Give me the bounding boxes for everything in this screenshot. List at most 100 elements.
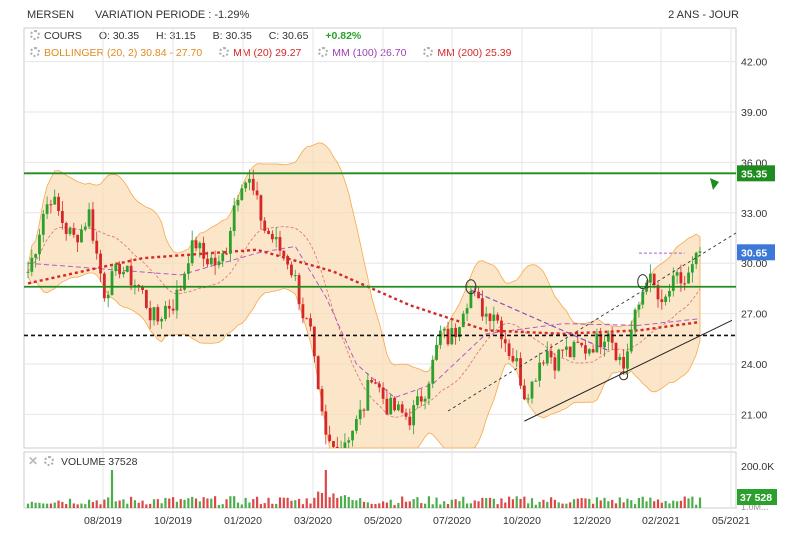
gear-icon[interactable] (318, 47, 329, 57)
candle-body (694, 252, 698, 265)
volume-axis-label: 1.0M... (741, 502, 769, 512)
volume-bar (259, 504, 263, 508)
candle-body (584, 345, 587, 354)
candle-body (83, 226, 87, 230)
volume-bar (672, 500, 675, 508)
volume-bar (427, 496, 431, 508)
volume-bar (320, 492, 324, 508)
volume-bar (49, 503, 53, 508)
y-tick-label: 42.00 (741, 57, 767, 69)
volume-bar (339, 496, 343, 508)
gear-icon[interactable] (44, 456, 55, 466)
volume-bar (664, 500, 667, 508)
candle-body (671, 275, 675, 291)
volume-bar (171, 497, 175, 508)
volume-bar (645, 501, 648, 508)
candle-body (236, 200, 240, 206)
y-tick-label: 30.00 (741, 258, 767, 270)
volume-bar (576, 498, 579, 508)
volume-bar (286, 497, 289, 508)
legend-bollinger[interactable]: BOLLINGER (20, 2) 30.84 - 27.70 (30, 47, 202, 59)
volume-bar (549, 497, 553, 508)
volume-bar (217, 504, 221, 508)
close-icon[interactable]: ✕ (28, 454, 39, 468)
volume-bar (423, 503, 427, 508)
candle-body (683, 283, 687, 285)
volume-bar (675, 501, 679, 508)
annotation-circle (637, 274, 649, 290)
candle-body (347, 440, 351, 443)
volume-bar (557, 502, 560, 508)
candle-body (301, 304, 305, 319)
candle-body (393, 397, 396, 411)
volume-bar (126, 503, 129, 508)
volume-bar (492, 498, 495, 508)
candle-body (80, 229, 83, 243)
volume-bar (141, 500, 144, 508)
candle-body (610, 333, 614, 343)
volume-bar (465, 503, 469, 508)
legend-cours[interactable]: COURS (30, 30, 82, 42)
volume-bar (519, 498, 522, 508)
candle-body (186, 263, 190, 274)
volume-bar (695, 504, 698, 508)
volume-bar (511, 499, 515, 508)
volume-bar (450, 499, 453, 508)
gear-icon[interactable] (423, 47, 434, 57)
volume-bar (332, 493, 335, 508)
volume-bar (607, 501, 610, 508)
volume-bar (229, 496, 232, 508)
candle-body (34, 254, 38, 258)
indicator-legend: COURS O: 30.35 H: 31.15 B: 30.35 C: 30.6… (30, 30, 730, 70)
candle-body (675, 272, 679, 276)
annotation-circle (619, 371, 629, 381)
candle-body (618, 356, 622, 361)
legend-mm200[interactable]: MM (200) 25.39 (423, 47, 511, 59)
legend-mm20[interactable]: MM (20) 29.27 (219, 47, 301, 59)
candle-body (648, 273, 652, 283)
legend-row-indicators: BOLLINGER (20, 2) 30.84 - 27.70 MM (20) … (30, 47, 525, 59)
x-axis: 08/2019 10/2019 01/2020 03/2020 05/2020 07/20… (84, 515, 750, 527)
legend-change: +0.82% (325, 30, 362, 42)
volume-bar (191, 496, 194, 508)
candle-body (354, 419, 358, 431)
legend-mm100[interactable]: MM (100) 26.70 (318, 47, 406, 59)
gear-icon[interactable] (30, 47, 40, 57)
volume-bar (301, 504, 305, 508)
volume-bar (401, 496, 404, 508)
volume-bar (553, 499, 557, 508)
period-selector[interactable]: 2 ANS - JOUR (668, 9, 739, 21)
candle-body (194, 240, 198, 249)
mm100-line (27, 245, 701, 399)
candle-body (526, 398, 530, 400)
volume-bar (198, 501, 201, 508)
candle-body (64, 222, 68, 234)
volume-bar (221, 504, 224, 508)
candle-body (328, 434, 332, 441)
volume-bar (87, 499, 91, 508)
volume-bar (76, 504, 79, 508)
candle-body (545, 351, 549, 364)
candle-body (396, 404, 400, 411)
volume-bar (374, 503, 377, 508)
candlesticks (26, 169, 702, 448)
volume-bar (527, 503, 530, 508)
gear-icon[interactable] (219, 47, 230, 57)
candle-body (538, 362, 542, 381)
volume-bar (626, 498, 629, 508)
candle-body (190, 240, 194, 264)
volume-bar (618, 497, 621, 508)
candle-body (133, 284, 137, 286)
gear-icon[interactable] (30, 30, 40, 40)
legend-high: H: 31.15 (156, 30, 196, 42)
volume-bar (656, 499, 660, 508)
volume-bar (443, 501, 446, 508)
candle-body (561, 349, 564, 351)
candle-body (652, 273, 656, 286)
volume-bar (107, 497, 110, 508)
candle-body (377, 383, 381, 388)
volume-bar (584, 498, 587, 508)
volume-bar (481, 497, 484, 508)
x-tick-label: 05/2021 (712, 515, 750, 527)
